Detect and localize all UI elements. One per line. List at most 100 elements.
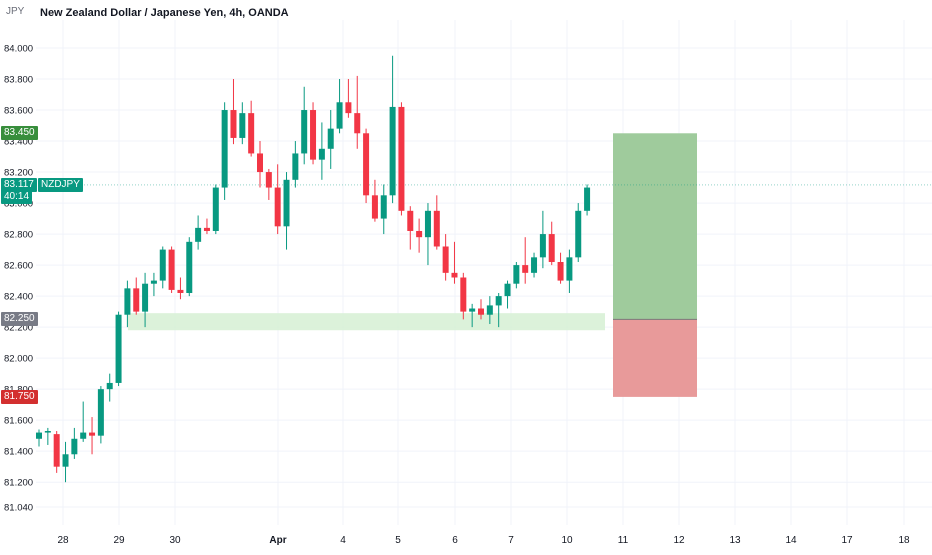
candle-body (327, 128, 334, 149)
candle-body (301, 110, 308, 154)
x-tick-label: 7 (508, 535, 514, 546)
candle-body (36, 432, 42, 439)
candle-body (142, 283, 149, 312)
candle-body (398, 106, 405, 211)
y-tick-label: 82.200 (4, 323, 33, 334)
candle-body (257, 153, 263, 173)
candle-body (89, 432, 96, 436)
zones (36, 133, 932, 397)
x-tick-label: 12 (673, 535, 685, 546)
x-tick-label: 6 (452, 535, 458, 546)
y-tick-label: 81.400 (4, 447, 33, 458)
candle-body (478, 308, 484, 315)
y-tick-label: 82.000 (4, 354, 33, 365)
candle-body (133, 288, 140, 312)
y-tick-label: 82.600 (4, 261, 33, 272)
candle-body (389, 106, 396, 196)
x-tick-label: 14 (785, 535, 797, 546)
x-axis: 28 29 30 Apr 4 5 6 7 10 11 12 13 14 17 18 (57, 535, 910, 546)
candle-body (150, 280, 157, 284)
candle-body (274, 187, 281, 227)
candle-body (115, 314, 122, 383)
candle-body (248, 113, 255, 154)
candle-body (513, 265, 520, 284)
y-tick-label: 83.400 (4, 137, 33, 148)
candle-body (44, 431, 51, 433)
candle-countdown-tag: 40:14 (1, 189, 33, 204)
candle-body (407, 210, 414, 231)
y-tick-label: 82.800 (4, 230, 33, 241)
candle-body (345, 102, 352, 114)
y-tick-label: 83.200 (4, 168, 33, 179)
profit-zone (613, 133, 697, 320)
y-tick-label: 83.000 (4, 199, 33, 210)
x-tick-label: Apr (269, 535, 286, 546)
candle-body (557, 261, 564, 281)
support-zone (128, 313, 605, 331)
candle-body (416, 230, 423, 238)
candle-body (336, 102, 343, 129)
candle-body (283, 179, 290, 227)
candle-body (575, 210, 582, 258)
y-tick-label: 81.040 (4, 503, 33, 514)
candle-body (124, 288, 131, 315)
y-tick-label: 84.000 (4, 44, 33, 55)
candle-body (53, 434, 60, 467)
candle-body (380, 195, 387, 219)
candles (36, 55, 591, 483)
x-tick-label: 18 (898, 535, 910, 546)
candle-body (460, 277, 467, 312)
candle-body (168, 249, 175, 290)
candle-body (292, 153, 299, 180)
x-tick-label: 28 (57, 535, 69, 546)
candle-body (363, 133, 370, 196)
candle-body (442, 246, 449, 273)
candle-body (159, 249, 166, 281)
candle-body (469, 308, 476, 312)
candle-body (71, 438, 78, 455)
candle-body (230, 110, 237, 138)
candle-body (97, 389, 104, 436)
candle-body (531, 257, 538, 273)
candle-body (424, 210, 431, 238)
candle-body (371, 195, 378, 219)
y-axis-unit-label: JPY (6, 6, 25, 17)
candle-body (495, 296, 502, 306)
x-tick-label: 5 (395, 535, 401, 546)
y-tick-label: 81.200 (4, 478, 33, 489)
candle-body (354, 113, 361, 134)
x-tick-label: 30 (169, 535, 181, 546)
x-tick-label: 4 (340, 535, 346, 546)
entry-price-tag: 82.250 (1, 312, 38, 327)
y-tick-label: 82.400 (4, 292, 33, 303)
x-tick-label: 10 (561, 535, 573, 546)
candle-body (451, 272, 458, 278)
loss-zone (613, 319, 697, 397)
candle-body (106, 382, 113, 390)
candle-body (584, 187, 591, 211)
candle-body (566, 257, 573, 281)
candle-body (522, 265, 529, 273)
y-axis: 84.000 83.800 83.600 83.400 83.200 83.000 82.8… (4, 44, 33, 514)
x-tick-label: 11 (618, 535, 629, 546)
candle-body (310, 110, 317, 160)
candle-body (486, 305, 493, 315)
chart-title: New Zealand Dollar / Japanese Yen, 4h, O… (40, 7, 289, 19)
candle-body (221, 110, 228, 188)
candle-body (548, 234, 555, 262)
candle-body (265, 172, 272, 188)
candle-body (433, 210, 440, 247)
candle-body (239, 113, 246, 138)
candle-body (539, 234, 546, 258)
y-tick-label: 83.600 (4, 106, 33, 117)
candle-body (80, 432, 87, 439)
candle-body (504, 283, 511, 297)
x-tick-label: 29 (113, 535, 125, 546)
candle-body (318, 148, 325, 160)
candle-body (62, 454, 69, 467)
stop-price-tag: 81.750 (1, 389, 38, 404)
current-price-tag: 83.117 (1, 177, 37, 192)
candle-body (186, 241, 193, 294)
